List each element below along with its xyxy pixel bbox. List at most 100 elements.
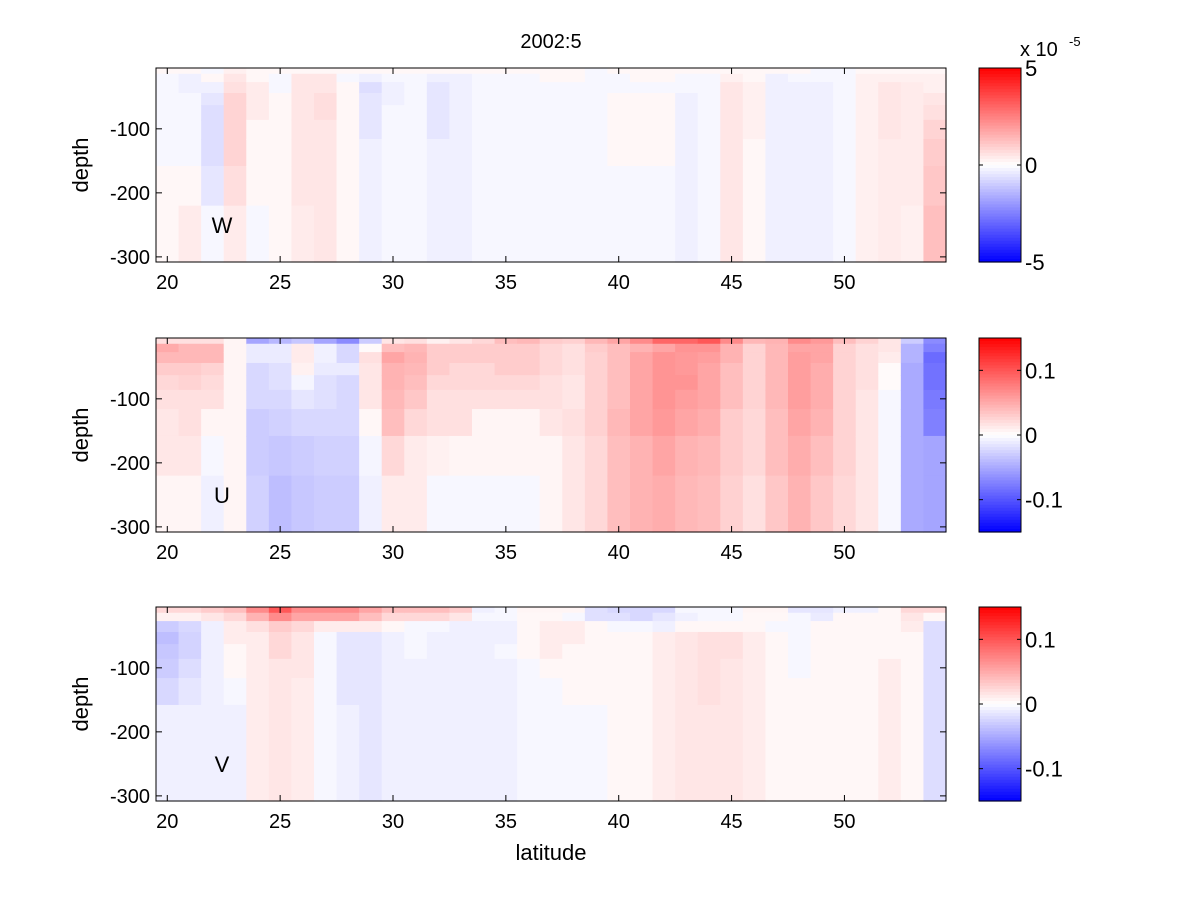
heatmap-cell — [562, 352, 586, 364]
colorbar-step — [979, 797, 1021, 802]
colorbar-step — [979, 649, 1021, 654]
heatmap-cell — [855, 82, 879, 94]
heatmap-cell — [539, 704, 563, 746]
heatmap-cell — [494, 165, 518, 207]
heatmap-cell — [494, 82, 518, 94]
colorbar-step — [979, 516, 1021, 521]
heatmap-cell — [900, 475, 925, 533]
heatmap-cell — [268, 704, 293, 746]
heatmap-cell — [246, 338, 270, 345]
colorbar-step — [979, 155, 1021, 160]
heatmap-cell — [178, 612, 202, 622]
heatmap-cell — [675, 704, 699, 746]
heatmap-cell — [675, 612, 699, 622]
colorbar-step — [979, 140, 1021, 145]
heatmap-cell — [900, 73, 925, 83]
heatmap-cell — [336, 678, 360, 706]
heatmap-cell — [788, 165, 812, 207]
heatmap-cell — [630, 352, 654, 364]
heatmap-cell — [765, 352, 789, 364]
colorbar-step — [979, 773, 1021, 778]
heatmap-cell — [697, 343, 721, 353]
heatmap-cell — [923, 389, 947, 410]
heatmap-cell — [584, 139, 609, 167]
heatmap-cell — [630, 205, 654, 263]
heatmap-cell — [900, 704, 925, 746]
heatmap-cell — [517, 119, 541, 140]
heatmap-cell — [156, 205, 180, 263]
heatmap-cell — [268, 475, 293, 533]
colorbar-step — [979, 465, 1021, 469]
heatmap-cell — [156, 658, 180, 679]
heatmap-cell — [855, 165, 879, 207]
heatmap-cell — [449, 435, 473, 477]
colorbar-step — [979, 86, 1021, 90]
heatmap-cell — [833, 644, 857, 660]
heatmap-cell — [878, 475, 902, 533]
heatmap-cell — [742, 92, 767, 106]
heatmap-cell — [562, 389, 586, 410]
heatmap-cell — [607, 105, 631, 121]
heatmap-cell — [562, 375, 586, 391]
colorbar-step — [979, 498, 1021, 503]
heatmap-cell — [900, 612, 925, 622]
heatmap-cell — [923, 435, 947, 477]
heatmap-cell — [156, 375, 180, 391]
heatmap-cell — [878, 744, 902, 802]
colorbar-tick-label: -5 — [1025, 250, 1045, 275]
heatmap-cell — [607, 744, 631, 802]
heatmap-cell — [810, 352, 834, 364]
heatmap-cell — [900, 119, 925, 140]
heatmap-cell — [336, 621, 360, 633]
heatmap-cell — [472, 205, 496, 263]
heatmap-cell — [268, 435, 293, 477]
heatmap-cell — [652, 704, 676, 746]
heatmap-cell — [697, 744, 721, 802]
colorbar-step — [979, 752, 1021, 757]
heatmap-cell — [539, 105, 563, 121]
heatmap-cell — [517, 92, 541, 106]
colorbar-step — [979, 688, 1021, 693]
heatmap-cell — [584, 68, 609, 75]
colorbar-tick-label: -0.1 — [1025, 488, 1063, 513]
heatmap-cell — [630, 612, 654, 622]
heatmap-cell — [607, 631, 631, 645]
heatmap-cell — [562, 343, 586, 353]
colorbar-step — [979, 474, 1021, 479]
heatmap-cell — [923, 92, 947, 106]
heatmap-cell — [246, 389, 270, 410]
heatmap-cell — [584, 205, 609, 263]
heatmap-cell — [855, 73, 879, 83]
heatmap-cell — [584, 375, 609, 391]
heatmap-cell — [472, 362, 496, 376]
heatmap-cell — [788, 658, 812, 679]
heatmap-cell — [562, 678, 586, 706]
heatmap-cell — [472, 139, 496, 167]
colorbar-tick-label: 0 — [1025, 692, 1037, 717]
heatmap-cell — [900, 621, 925, 633]
heatmap-cell — [562, 338, 586, 345]
heatmap-cell — [833, 475, 857, 533]
heatmap-cell — [268, 343, 293, 353]
heatmap-cell — [494, 631, 518, 645]
heatmap-cell — [291, 607, 315, 614]
heatmap-cell — [855, 139, 879, 167]
colorbar-step — [979, 104, 1021, 109]
colorbar-step — [979, 89, 1021, 93]
heatmap-cell — [246, 612, 270, 622]
heatmap-cell — [291, 435, 315, 477]
heatmap-cell — [472, 352, 496, 364]
heatmap-cell — [223, 352, 247, 364]
heatmap-cell — [675, 139, 699, 167]
heatmap-cell — [697, 631, 721, 645]
heatmap-cell — [810, 68, 834, 75]
heatmap-cell — [810, 73, 834, 83]
heatmap-cell — [539, 343, 563, 353]
heatmap-cell — [472, 105, 496, 121]
colorbar-step — [979, 353, 1021, 357]
colorbar-step — [979, 477, 1021, 482]
heatmap-cell — [449, 644, 473, 660]
colorbar-step — [979, 152, 1021, 157]
heatmap-cell — [426, 82, 451, 94]
